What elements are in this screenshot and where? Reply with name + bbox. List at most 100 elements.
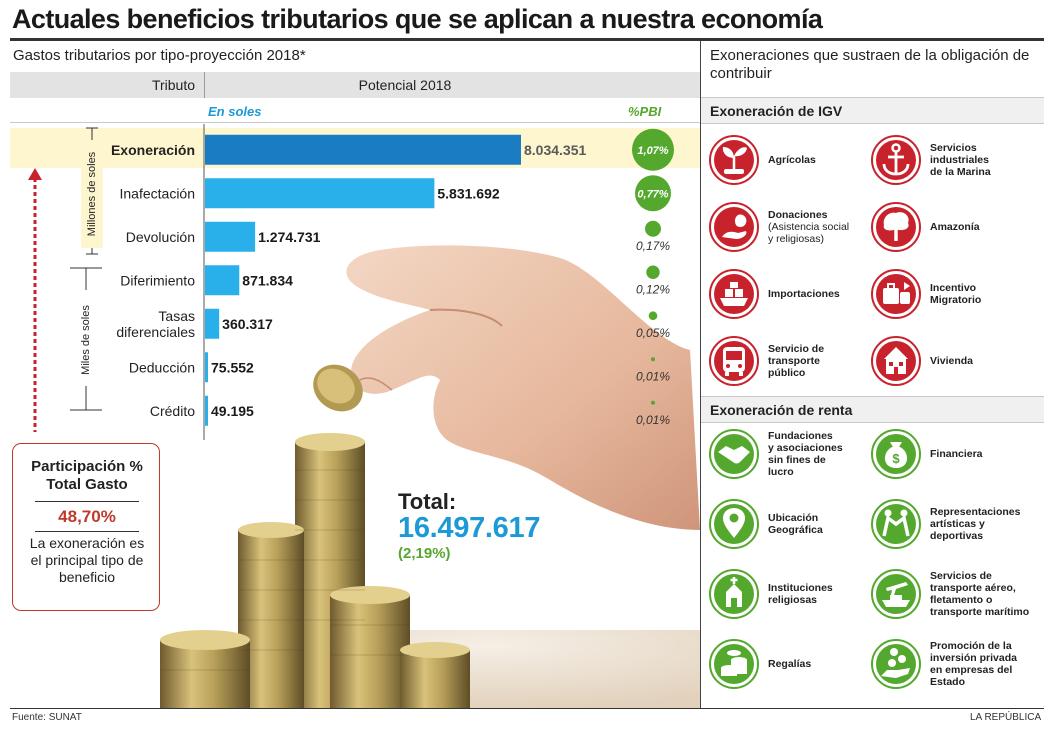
renta-item-line-0-2: sin fines de [768, 454, 826, 466]
pbi-bubble-5 [651, 357, 655, 362]
igv-item-label-6: Servicio de transporte público [768, 343, 824, 379]
renta-item-line-2-0: Ubicación [768, 512, 819, 524]
value-label-2: 1.274.731 [258, 229, 320, 245]
renta-item-label-2: Ubicación Geográfica [768, 512, 823, 536]
igv-item-line-1-2: de la Marina [930, 166, 991, 178]
range-arrow-head [28, 168, 42, 180]
pbi-bubble-0 [632, 128, 674, 171]
pbi-label-5: 0,01% [636, 369, 670, 383]
bar-5 [205, 352, 208, 383]
renta-item-line-4-1: religiosas [768, 594, 818, 606]
renta-item-label-3: Representaciones artísticas y deportivas [930, 506, 1020, 542]
category-label-3: Diferimiento [120, 272, 195, 288]
unit-label-millones: Millones de soles [86, 151, 98, 236]
renta-item-line-2-1: Geográfica [768, 524, 823, 536]
pbi-bubble-3 [646, 265, 660, 279]
table-header-divider [204, 72, 205, 98]
hand-coins-illustration [160, 245, 700, 708]
pbi-bubble-6 [651, 400, 655, 405]
column-header-potencial: Potencial 2018 [358, 77, 452, 93]
value-label-0: 8.034.351 [524, 142, 586, 158]
total-label: Total: [398, 489, 457, 514]
value-label-4: 360.317 [222, 316, 273, 332]
anchor-icon [870, 134, 922, 186]
column-header-pbi: %PBI [628, 104, 662, 119]
participacion-value: 48,70% [58, 507, 116, 526]
column-divider [700, 41, 701, 708]
pbi-label-6: 0,01% [636, 413, 670, 427]
tree-icon [870, 201, 922, 253]
donation-hand-icon [708, 201, 760, 253]
value-label-3: 871.834 [242, 272, 293, 288]
igv-item-label-1: Servicios industriales de la Marina [930, 142, 991, 178]
migration-luggage-icon [870, 268, 922, 320]
pbi-label-0: 1,07% [637, 145, 668, 157]
igv-item-line-6-2: público [768, 367, 806, 379]
igv-item-line-5-1: Migratorio [930, 294, 982, 306]
renta-item-line-5-1: transporte aéreo, [930, 582, 1016, 594]
section-title-igv: Exoneración de IGV [710, 103, 843, 119]
igv-item-line-0-0: Agrícolas [768, 154, 816, 166]
igv-item-label-7: Vivienda [930, 355, 973, 367]
section-title-renta: Exoneración de renta [710, 402, 853, 418]
renta-item-line-0-1: y asociaciones [768, 442, 843, 454]
footer-rule [10, 708, 1044, 709]
igv-item-line-1-0: Servicios [930, 142, 977, 154]
building-icon [870, 335, 922, 387]
participacion-rule-top [35, 501, 139, 502]
category-label-1: Inafectación [120, 185, 196, 201]
renta-item-line-0-3: lucro [768, 466, 794, 478]
renta-item-label-5: Servicios de transporte aéreo, fletamento … [930, 570, 1029, 618]
igv-item-label-0: Agrícolas [768, 154, 816, 166]
igv-item-line-6-0: Servicio de [768, 343, 825, 355]
total-value: 16.497.617 [398, 512, 541, 544]
bus-icon [708, 335, 760, 387]
location-pin-icon [708, 498, 760, 550]
igv-item-label-4: Importaciones [768, 288, 840, 300]
chart-subtitle: Gastos tributarios por tipo-proyección 2… [13, 47, 306, 64]
bar-6 [205, 395, 208, 426]
page-title: Actuales beneficios tributarios que se a… [12, 4, 823, 34]
section-header-renta: Exoneración de renta [701, 396, 1044, 423]
svg-text:$: $ [892, 451, 900, 466]
value-label-1: 5.831.692 [437, 185, 499, 201]
participacion-note: La exoneración es el principal tipo de b… [29, 535, 145, 585]
table-header-band [10, 72, 700, 98]
renta-item-label-6: Regalías [768, 658, 811, 670]
investment-icon [870, 638, 922, 690]
pbi-bubble-4 [648, 311, 658, 321]
igv-item-line-6-1: transporte [768, 355, 820, 367]
category-label-6: Crédito [150, 403, 195, 419]
igv-item-line-4-0: Importaciones [768, 288, 840, 300]
money-bag-icon: $ [870, 428, 922, 480]
pbi-bubble-2 [645, 220, 661, 237]
exoneraciones-title: Exoneraciones que sustraen de la obligac… [710, 47, 1030, 82]
renta-item-line-6-0: Regalías [768, 658, 812, 670]
category-label-4: Tasas diferenciales [116, 308, 195, 340]
participacion-title-line1: Participación % [31, 458, 143, 475]
bar-0 [205, 134, 521, 165]
category-label-2: Devolución [126, 229, 195, 245]
renta-item-line-0-0: Fundaciones [768, 430, 833, 442]
pbi-label-4: 0,05% [636, 326, 670, 340]
renta-item-line-7-1: inversión privada [930, 652, 1017, 664]
brand-logo-text: LA REPÚBLICA [970, 712, 1042, 723]
renta-item-line-7-0: Promoción de la [930, 640, 1012, 652]
pbi-label-1: 0,77% [637, 188, 668, 200]
renta-item-label-7: Promoción de la inversión privada en empre… [930, 640, 1017, 688]
renta-item-line-3-0: Representaciones [930, 506, 1021, 518]
igv-item-line-7-0: Vivienda [930, 355, 973, 367]
renta-item-line-7-2: en empresas del [930, 664, 1013, 676]
title-rule [10, 38, 1044, 41]
value-label-6: 49.195 [211, 403, 254, 419]
church-icon [708, 568, 760, 620]
renta-item-line-3-2: deportivas [930, 530, 984, 542]
renta-item-label-0: Fundaciones y asociaciones sin fines de luc… [768, 430, 843, 478]
igv-item-label-5: Incentivo Migratorio [930, 282, 981, 306]
category-label-0: Exoneración [111, 142, 195, 158]
renta-item-line-4-0: Instituciones [768, 582, 833, 594]
unit-label-en-soles: En soles [208, 104, 262, 119]
igv-item-line-5-0: Incentivo [930, 282, 977, 294]
pbi-label-2: 0,17% [636, 239, 670, 253]
bar-chart: Millones de soles Miles de soles Exonera… [28, 124, 674, 440]
